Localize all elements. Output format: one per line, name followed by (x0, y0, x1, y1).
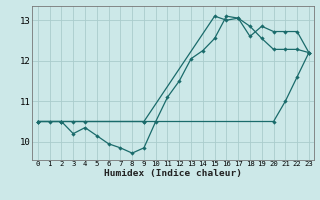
X-axis label: Humidex (Indice chaleur): Humidex (Indice chaleur) (104, 169, 242, 178)
